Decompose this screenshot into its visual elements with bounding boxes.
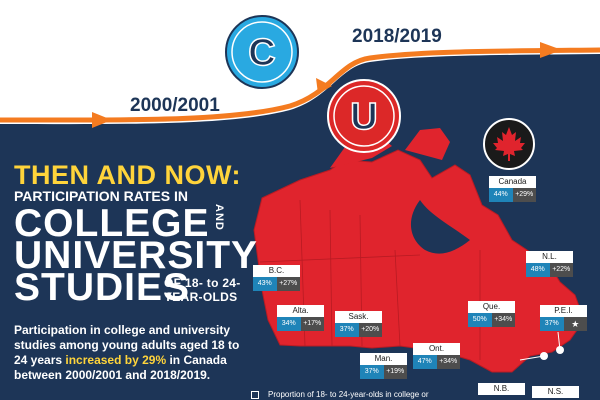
college-letter: C (248, 32, 275, 74)
region-box-pei: P.E.I. 37% ★ (540, 305, 587, 331)
region-box-alberta: Alta. 34% +17% (277, 305, 324, 331)
region-change: +19% (383, 365, 407, 379)
timeline-arrow-right (540, 42, 562, 58)
hudson-bay (410, 200, 470, 254)
region-rate: 48% (526, 263, 550, 277)
region-change: +17% (300, 317, 324, 331)
region-rate: 34% (277, 317, 301, 331)
region-box-canada: Canada 44% +29% (489, 176, 536, 202)
region-box-quebec: Que. 50% +34% (468, 301, 515, 327)
region-name: Que. (468, 301, 515, 313)
university-letter: U (350, 96, 377, 138)
summary-text-after: in Canada between 2000/2001 and 2018/201… (14, 353, 227, 382)
region-change: +22% (549, 263, 573, 277)
baffin-island (405, 128, 450, 160)
timeline-arrow-middle (316, 78, 332, 94)
region-rate: 47% (413, 355, 437, 369)
region-name: N.L. (526, 251, 573, 263)
region-name: Man. (360, 353, 407, 365)
ns-leader (557, 331, 561, 351)
region-name: Canada (489, 176, 536, 188)
region-name: Alta. (277, 305, 324, 317)
title-university: UNIVERSITY (14, 234, 259, 277)
region-rate: 37% (335, 323, 359, 337)
region-change: +34% (436, 355, 460, 369)
year-start-label: 2000/2001 (130, 95, 220, 116)
maple-leaf-icon (483, 118, 535, 170)
region-name: B.C. (253, 265, 300, 277)
region-change: +27% (276, 277, 300, 291)
summary-paragraph: Participation in college and university … (14, 323, 254, 383)
region-rate: 50% (468, 313, 492, 327)
title-and: AND (213, 204, 225, 231)
university-badge-icon: U (327, 79, 401, 153)
region-name: N.S. (532, 386, 579, 398)
region-change: +29% (512, 188, 536, 202)
region-name: Ont. (413, 343, 460, 355)
region-box-nova-scotia: N.S. (532, 386, 579, 398)
region-box-saskatchewan: Sask. 37% +20% (335, 311, 382, 337)
region-box-manitoba: Man. 37% +19% (360, 353, 407, 379)
title-college: COLLEGE (14, 202, 210, 245)
subtitle-participation: PARTICIPATION RATES IN (14, 188, 188, 204)
region-name: P.E.I. (540, 305, 587, 317)
legend-text: Proportion of 18- to 24-year-olds in col… (268, 390, 429, 399)
title-studies: STUDIES (14, 266, 191, 309)
title-age-line1: OF 18- to 24- (164, 276, 241, 290)
legend-swatch (251, 391, 259, 399)
title-then-and-now: THEN AND NOW: (14, 160, 241, 190)
region-box-ontario: Ont. 47% +34% (413, 343, 460, 369)
pei-leader (519, 355, 545, 361)
region-change: +34% (491, 313, 515, 327)
region-rate: 37% (540, 317, 564, 331)
region-rate: 44% (489, 188, 513, 202)
summary-highlight: increased by 29% (65, 353, 167, 367)
year-end-label: 2018/2019 (352, 26, 442, 47)
region-rate: 43% (253, 277, 277, 291)
region-rate: 37% (360, 365, 384, 379)
region-box-newfoundland: N.L. 48% +22% (526, 251, 573, 277)
title-age-line2: YEAR-OLDS (164, 290, 238, 304)
summary-text-before: Participation in college and university … (14, 323, 240, 367)
region-name: N.B. (478, 383, 525, 395)
region-box-bc: B.C. 43% +27% (253, 265, 300, 291)
region-box-new-brunswick: N.B. (478, 383, 525, 395)
region-name: Sask. (335, 311, 382, 323)
region-change: ★ (563, 317, 587, 331)
college-badge-icon: C (225, 15, 299, 89)
region-change: +20% (358, 323, 382, 337)
timeline-arrow-left (92, 112, 112, 128)
